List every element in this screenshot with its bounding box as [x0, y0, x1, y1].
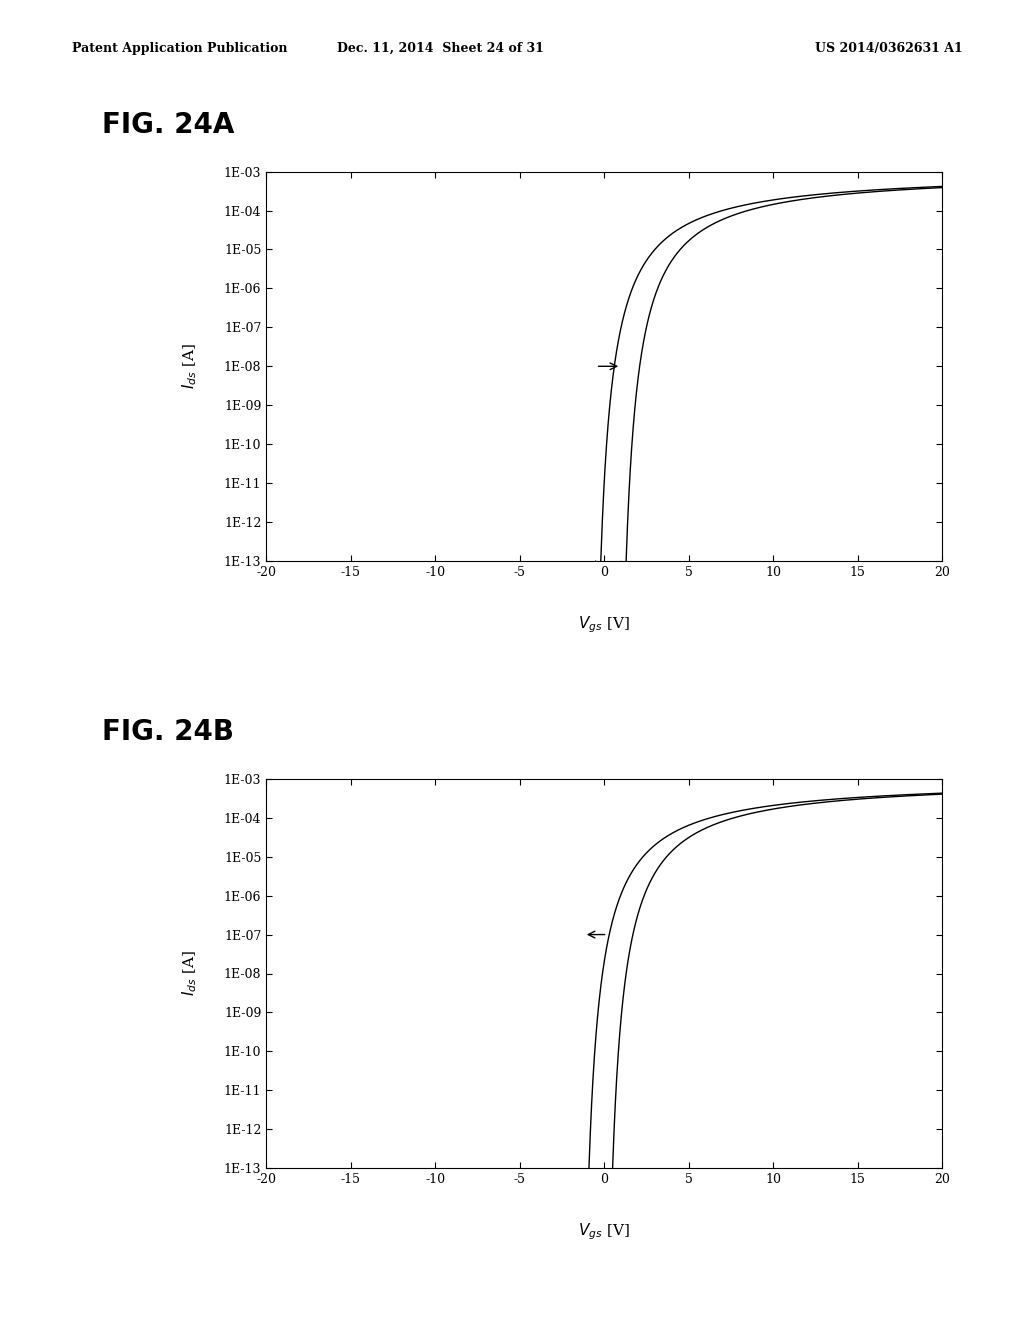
Text: $V_{gs}$ [V]: $V_{gs}$ [V] [579, 1221, 630, 1242]
Text: FIG. 24B: FIG. 24B [102, 718, 234, 746]
Text: $I_{ds}$ [A]: $I_{ds}$ [A] [180, 343, 199, 389]
Text: $V_{gs}$ [V]: $V_{gs}$ [V] [579, 614, 630, 635]
Text: Dec. 11, 2014  Sheet 24 of 31: Dec. 11, 2014 Sheet 24 of 31 [337, 42, 544, 55]
Text: $I_{ds}$ [A]: $I_{ds}$ [A] [180, 950, 199, 997]
Text: FIG. 24A: FIG. 24A [102, 111, 234, 139]
Text: Patent Application Publication: Patent Application Publication [72, 42, 287, 55]
Text: US 2014/0362631 A1: US 2014/0362631 A1 [815, 42, 963, 55]
